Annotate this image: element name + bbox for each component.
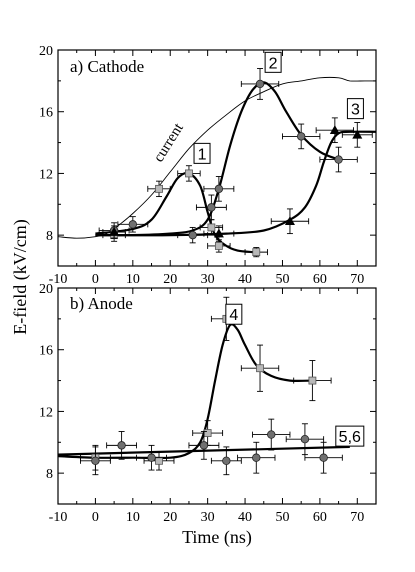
panel-b-square-point <box>308 376 317 385</box>
panel-a-x-tick-label: 0 <box>92 272 99 287</box>
panel-a-x-tick-label: 20 <box>163 272 177 287</box>
panel-a-triangle-point <box>329 125 340 135</box>
panel-b-x-tick-label: 70 <box>350 510 364 525</box>
panel-b-x-tick-label: 40 <box>238 510 252 525</box>
panel-a-x-tick-label: 30 <box>201 272 215 287</box>
panel-a-x-tick-label: 10 <box>126 272 140 287</box>
panel-b-circle-point <box>117 441 126 450</box>
panel-a-circle-point <box>188 230 197 240</box>
panel-b-curve-tag-label: 5,6 <box>339 429 361 446</box>
panel-b-curve-tag-box <box>335 425 365 447</box>
panel-a-x-tick-label: 60 <box>313 272 327 287</box>
panel-a-square-point <box>252 248 261 257</box>
panel-a-curve-tag-box <box>264 51 282 73</box>
panel-b-circle-point <box>319 453 328 462</box>
panel-b-square-point <box>203 429 212 437</box>
panel-b-circle-point <box>267 430 276 439</box>
panel-a-circle-point <box>214 184 224 194</box>
y-axis-title: E-field (kV/cm) <box>10 219 31 334</box>
panel-a-triangle-point <box>109 226 120 236</box>
panel-a-triangle-point <box>213 228 224 238</box>
panel-a-fit-curve-current <box>57 76 376 239</box>
panel-a-x-tick-label: -10 <box>49 272 68 287</box>
panel-b-circle-point <box>91 456 100 465</box>
panel-a-circle-point <box>334 155 343 164</box>
panel-b-circle-point <box>252 453 261 462</box>
panel-b-y-tick-label: 8 <box>46 467 53 482</box>
panel-b-y-tick-label: 16 <box>39 344 53 359</box>
panel-a-triangle-point <box>284 216 295 226</box>
panel-b-x-tick-label: -10 <box>49 510 68 525</box>
panel-a-y-tick-label: 20 <box>39 44 53 59</box>
panel-a-curve-tag-label: 1 <box>198 146 207 163</box>
panel-a-y-tick-label: 16 <box>39 106 53 121</box>
panel-b-x-tick-label: 60 <box>313 510 327 525</box>
panel-a-fit-curve-3 <box>95 130 377 237</box>
panel-b-square-point <box>256 364 264 373</box>
x-axis-title: Time (ns) <box>182 527 252 548</box>
panel-a-label: a) Cathode <box>70 57 144 76</box>
panel-a-curve-tag-box <box>346 98 364 120</box>
panel-a-square-point <box>207 223 216 232</box>
panel-b-y-tick-label: 20 <box>39 282 53 297</box>
panel-b-label: b) Anode <box>70 294 133 313</box>
panel-b-circle-point <box>199 441 209 450</box>
panel-b-x-tick-label: 0 <box>92 510 99 525</box>
panel-a-curve-tag-box <box>193 142 211 164</box>
panel-a-circle-point <box>128 220 138 229</box>
panel-a-square-point <box>185 169 193 178</box>
panel-a-fit-curve-1 <box>95 171 253 254</box>
panel-a-frame <box>57 49 377 267</box>
panel-b-y-tick-label: 12 <box>39 405 53 420</box>
panel-b-curve-tag-label: 4 <box>229 307 238 324</box>
panel-a-circle-point <box>207 203 216 212</box>
panel-b-frame <box>57 287 377 505</box>
panel-b-x-tick-label: 20 <box>163 510 177 525</box>
panel-a-circle-point <box>255 79 265 89</box>
panel-b-circle-point <box>300 435 310 444</box>
panel-a-fit-curve-2 <box>95 81 339 237</box>
panel-b-circle-point <box>147 453 156 462</box>
panel-a-curve-tag-label: 3 <box>351 102 360 119</box>
panel-a-circle-point <box>296 132 306 141</box>
panel-a-x-tick-label: 70 <box>350 272 364 287</box>
panel-a-x-tick-label: 40 <box>238 272 252 287</box>
panel-a-triangle-point <box>352 129 363 139</box>
panel-a-plot: 1 2 3 <box>57 51 377 258</box>
current-annotation: current <box>151 120 188 165</box>
panel-a-square-point <box>155 184 163 193</box>
panel-b-curve-tag-box <box>225 303 243 325</box>
panel-b-x-tick-label: 50 <box>275 510 289 525</box>
panel-b-circle-point <box>222 456 231 465</box>
panel-a-y-tick-label: 8 <box>46 229 53 244</box>
panel-a-y-tick-label: 12 <box>39 167 53 182</box>
panel-b-x-tick-label: 30 <box>201 510 215 525</box>
panel-b-plot: 45,6 <box>57 296 365 476</box>
panel-b-square-point <box>155 456 163 465</box>
panel-a-x-tick-label: 50 <box>275 272 289 287</box>
panel-b-x-tick-label: 10 <box>126 510 140 525</box>
panel-a-curve-tag-label: 2 <box>269 55 278 72</box>
panel-b-fit-curve-4 <box>57 323 313 460</box>
panel-a-square-point <box>214 242 223 250</box>
